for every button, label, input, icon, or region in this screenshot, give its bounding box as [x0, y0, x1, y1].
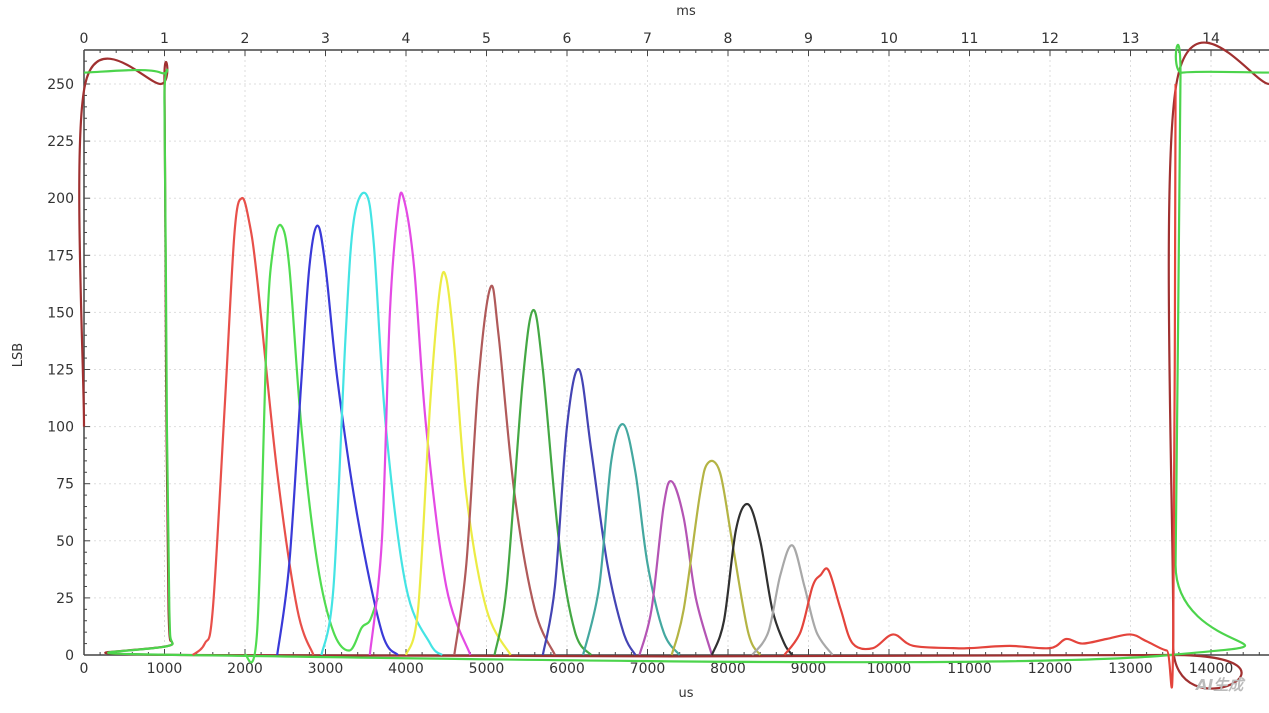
x2-tick-label: 10 — [880, 31, 898, 47]
x2-tick-label: 5 — [482, 31, 491, 47]
x2-tick-label: 1 — [160, 31, 169, 47]
y-tick-label: 150 — [47, 305, 74, 321]
x2-tick-label: 3 — [321, 31, 330, 47]
grid — [83, 50, 1269, 656]
x-tick-label: 6000 — [549, 661, 585, 677]
series-line-17 — [783, 83, 1177, 689]
series-line-5 — [276, 224, 399, 656]
series-line-6 — [320, 191, 443, 656]
x-tick-label: 7000 — [630, 661, 666, 677]
y-tick-label: 225 — [47, 134, 74, 150]
y-tick-label: 125 — [47, 363, 74, 379]
x2-tick-label: 6 — [563, 31, 572, 47]
series-line-10 — [493, 309, 593, 656]
series-line-13 — [638, 479, 713, 656]
y-tick-label: 100 — [47, 420, 74, 436]
series-line-8 — [404, 270, 512, 656]
x-tick-label: 1000 — [147, 661, 183, 677]
series-line-2 — [83, 43, 1269, 664]
y-tick-label: 250 — [47, 77, 74, 93]
x-tick-label: 4000 — [388, 661, 424, 677]
series-line-14 — [670, 459, 762, 656]
series-line-9 — [453, 284, 556, 656]
x2-tick-label: 12 — [1041, 31, 1059, 47]
x-tick-label: 2000 — [227, 661, 263, 677]
watermark: AI生成 — [1195, 676, 1246, 694]
x2-tick-label: 8 — [724, 31, 733, 47]
x-tick-label: 11000 — [947, 661, 992, 677]
x-tick-label: 8000 — [710, 661, 746, 677]
x-tick-label: 12000 — [1028, 661, 1073, 677]
series-line-12 — [582, 423, 681, 656]
y-tick-label: 75 — [56, 477, 74, 493]
y-tick-label: 175 — [47, 248, 74, 264]
series-line-11 — [541, 368, 637, 656]
series-line-1 — [78, 41, 1269, 690]
x-tick-label: 0 — [80, 661, 89, 677]
y-tick-label: 0 — [65, 648, 74, 664]
axes: 0 1000 2000 3000 4000 5000 6000 7000 8000 9000 100… — [47, 31, 1269, 677]
x-tick-label: 14000 — [1189, 661, 1234, 677]
series-line-16 — [751, 544, 834, 656]
x-tick-label: 9000 — [791, 661, 827, 677]
x2-tick-label: 11 — [961, 31, 979, 47]
series-line-4 — [243, 223, 379, 664]
x2-tick-label: 4 — [402, 31, 411, 47]
x2-tick-label: 0 — [80, 31, 89, 47]
y-axis-title: LSB — [11, 343, 26, 367]
series-line-15 — [710, 502, 794, 656]
y-tick-label: 50 — [56, 534, 74, 550]
series-group — [78, 41, 1269, 690]
x2-tick-label: 7 — [643, 31, 652, 47]
x2-tick-label: 13 — [1122, 31, 1140, 47]
x-tick-label: 3000 — [308, 661, 344, 677]
x-tick-label: 10000 — [867, 661, 912, 677]
x-axis-title: us — [678, 686, 693, 701]
x-tick-label: 5000 — [469, 661, 505, 677]
x2-axis-title: ms — [676, 4, 696, 19]
x2-tick-label: 9 — [804, 31, 813, 47]
y-tick-label: 25 — [56, 591, 74, 607]
series-line-7 — [368, 191, 472, 656]
x-tick-label: 13000 — [1108, 661, 1153, 677]
y-tick-label: 200 — [47, 191, 74, 207]
x2-tick-label: 2 — [241, 31, 250, 47]
series-line-3 — [191, 196, 315, 656]
